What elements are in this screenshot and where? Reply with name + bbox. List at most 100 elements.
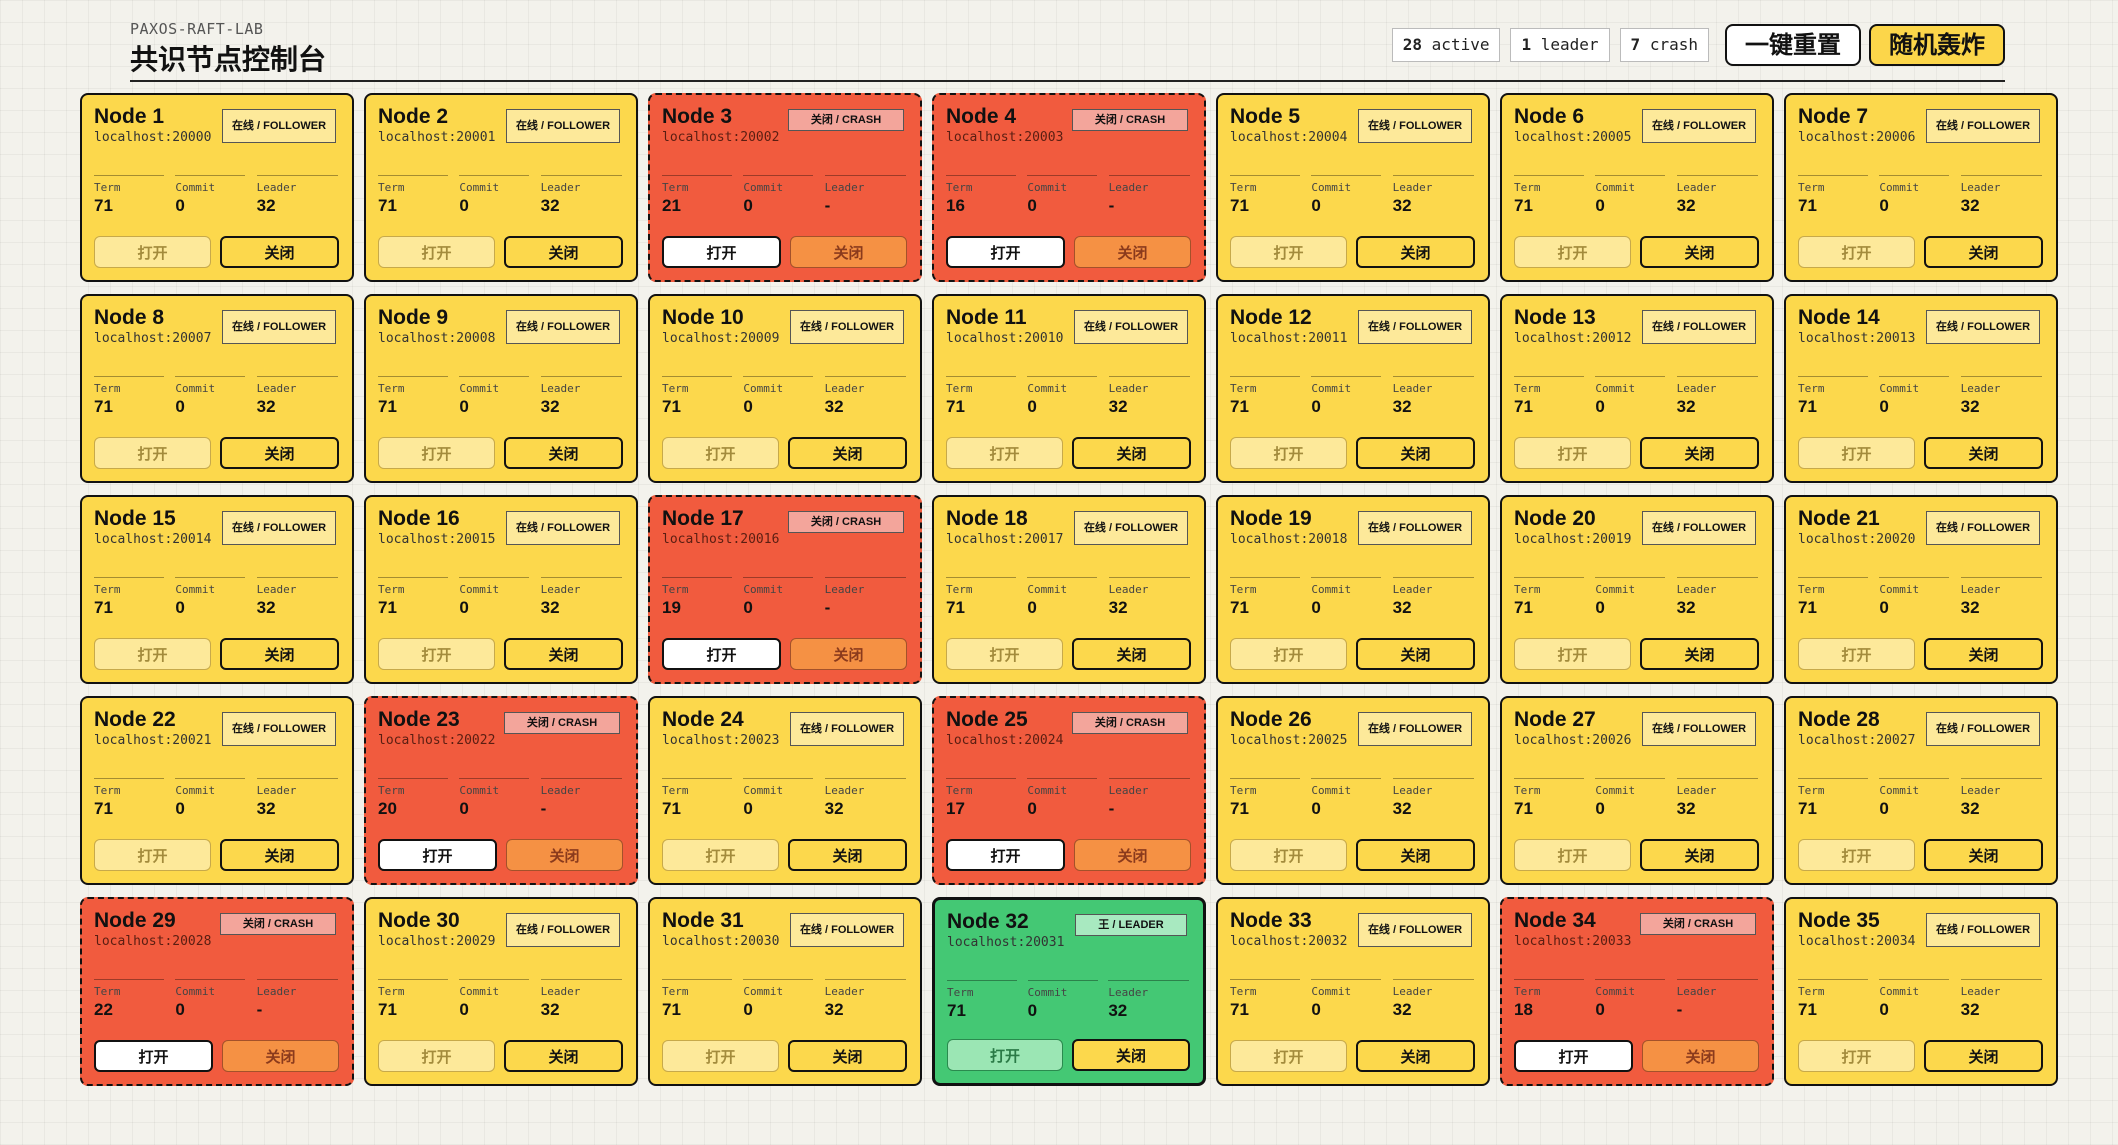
open-button[interactable]: 打开 [94,839,211,871]
close-button[interactable]: 关闭 [506,839,623,871]
close-button[interactable]: 关闭 [504,638,623,670]
term-stat: Term 71 [1230,376,1311,417]
close-button[interactable]: 关闭 [504,236,623,268]
node-name: Node 24 [662,708,744,731]
open-button[interactable]: 打开 [378,1040,495,1072]
close-button[interactable]: 关闭 [788,437,907,469]
open-button[interactable]: 打开 [1230,437,1347,469]
open-button[interactable]: 打开 [1798,236,1915,268]
node-name: Node 4 [946,105,1017,128]
close-button[interactable]: 关闭 [1640,437,1759,469]
close-button[interactable]: 关闭 [1640,839,1759,871]
open-button[interactable]: 打开 [378,638,495,670]
open-button[interactable]: 打开 [1514,839,1631,871]
open-button[interactable]: 打开 [946,236,1065,268]
close-button[interactable]: 关闭 [788,1040,907,1072]
close-button[interactable]: 关闭 [1924,236,2043,268]
close-button[interactable]: 关闭 [788,839,907,871]
close-button[interactable]: 关闭 [504,437,623,469]
commit-label: Commit [175,181,216,194]
node-card: Node 29 localhost:20028 关闭 / CRASH Term 22 Co… [80,897,354,1086]
node-stats: Term 71 Commit 0 Leader 32 [94,778,339,819]
open-button[interactable]: 打开 [946,437,1063,469]
close-button[interactable]: 关闭 [790,236,907,268]
open-button[interactable]: 打开 [94,1040,213,1072]
term-label: Term [1514,382,1541,395]
open-button[interactable]: 打开 [94,437,211,469]
close-button[interactable]: 关闭 [1074,236,1191,268]
close-button[interactable]: 关闭 [1356,638,1475,670]
status-badge: 关闭 / CRASH [1640,913,1756,935]
close-button[interactable]: 关闭 [504,1040,623,1072]
open-button[interactable]: 打开 [946,839,1065,871]
node-name: Node 19 [1230,507,1312,530]
open-button[interactable]: 打开 [662,437,779,469]
open-button[interactable]: 打开 [378,437,495,469]
close-button[interactable]: 关闭 [1356,1040,1475,1072]
open-button[interactable]: 打开 [662,236,781,268]
close-button[interactable]: 关闭 [1072,437,1191,469]
open-button[interactable]: 打开 [1798,839,1915,871]
node-host: localhost:20033 [1514,934,1632,949]
close-button[interactable]: 关闭 [1074,839,1191,871]
term-value: 20 [378,799,397,818]
close-button[interactable]: 关闭 [1924,437,2043,469]
close-button[interactable]: 关闭 [1924,638,2043,670]
reset-all-button[interactable]: 一键重置 [1725,24,1861,66]
open-button[interactable]: 打开 [1798,1040,1915,1072]
open-button[interactable]: 打开 [1230,638,1347,670]
term-label: Term [1230,583,1257,596]
node-stats: Term 71 Commit 0 Leader 32 [94,175,339,216]
commit-label: Commit [175,784,216,797]
node-actions: 打开 关闭 [94,839,339,871]
close-button[interactable]: 关闭 [1356,236,1475,268]
node-stats: Term 71 Commit 0 Leader 32 [946,577,1191,618]
leader-value: - [824,598,831,617]
close-button[interactable]: 关闭 [1924,1040,2043,1072]
open-button[interactable]: 打开 [662,1040,779,1072]
open-button[interactable]: 打开 [378,236,495,268]
commit-label: Commit [1595,784,1636,797]
close-button[interactable]: 关闭 [220,236,339,268]
close-button[interactable]: 关闭 [222,1040,339,1072]
close-button[interactable]: 关闭 [1072,638,1191,670]
commit-label: Commit [459,583,500,596]
open-button[interactable]: 打开 [1230,236,1347,268]
close-button[interactable]: 关闭 [1642,1040,1759,1072]
open-button[interactable]: 打开 [947,1039,1063,1071]
open-button[interactable]: 打开 [1798,437,1915,469]
open-button[interactable]: 打开 [378,839,497,871]
open-button[interactable]: 打开 [946,638,1063,670]
close-button[interactable]: 关闭 [790,638,907,670]
node-actions: 打开 关闭 [1230,1040,1475,1072]
open-button[interactable]: 打开 [662,839,779,871]
open-button[interactable]: 打开 [662,638,781,670]
close-button[interactable]: 关闭 [1072,1039,1190,1071]
close-button[interactable]: 关闭 [1640,638,1759,670]
open-button[interactable]: 打开 [1514,236,1631,268]
close-button[interactable]: 关闭 [1640,236,1759,268]
leader-stat: Leader 32 [1108,980,1189,1021]
close-button[interactable]: 关闭 [220,638,339,670]
term-value: 71 [947,1001,966,1020]
open-button[interactable]: 打开 [94,236,211,268]
random-bomb-button[interactable]: 随机轰炸 [1869,24,2005,66]
open-button[interactable]: 打开 [1230,839,1347,871]
term-stat: Term 71 [378,175,459,216]
commit-label: Commit [459,181,500,194]
close-button[interactable]: 关闭 [1356,437,1475,469]
close-button[interactable]: 关闭 [220,437,339,469]
close-button[interactable]: 关闭 [1356,839,1475,871]
open-button[interactable]: 打开 [1798,638,1915,670]
status-badge: 在线 / FOLLOWER [506,109,620,143]
node-actions: 打开 关闭 [1798,638,2043,670]
close-button[interactable]: 关闭 [1924,839,2043,871]
node-card: Node 11 localhost:20010 在线 / FOLLOWER Term 7… [932,294,1206,483]
open-button[interactable]: 打开 [1230,1040,1347,1072]
node-stats: Term 16 Commit 0 Leader - [946,175,1191,216]
open-button[interactable]: 打开 [1514,437,1631,469]
open-button[interactable]: 打开 [1514,1040,1633,1072]
open-button[interactable]: 打开 [1514,638,1631,670]
open-button[interactable]: 打开 [94,638,211,670]
close-button[interactable]: 关闭 [220,839,339,871]
